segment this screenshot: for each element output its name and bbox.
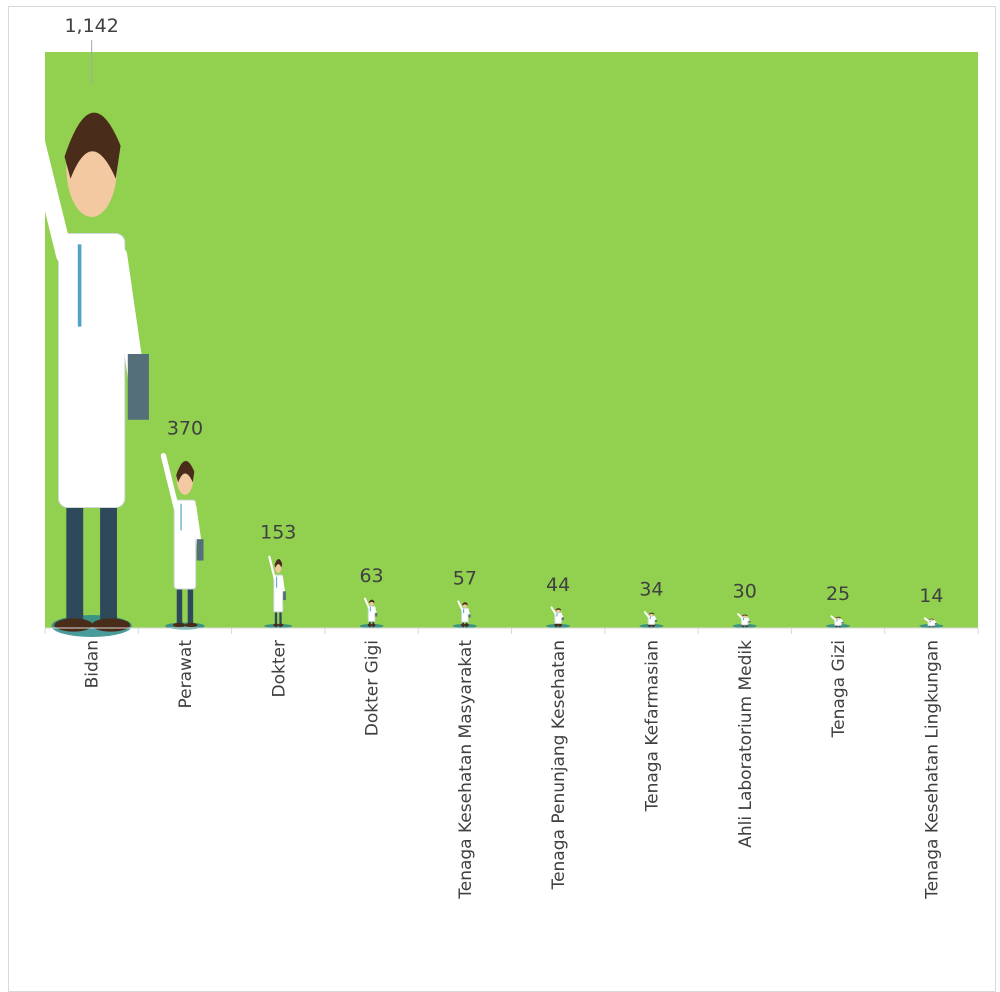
data-label: 44: [546, 574, 570, 596]
bar-mark: [264, 555, 293, 628]
bar-shadow: [359, 624, 384, 628]
data-label: 1,142: [64, 15, 118, 37]
bar-mark: [546, 606, 571, 628]
category-label: Tenaga Kesehatan Masyarakat: [456, 640, 476, 900]
data-label: 153: [260, 522, 296, 544]
category-label: Tenaga Kefarmasian: [642, 640, 662, 812]
category-label: Perawat: [176, 640, 196, 709]
category-label: Tenaga Gizi: [829, 640, 849, 738]
plot-area: [45, 52, 978, 628]
bar-mark: [732, 613, 757, 628]
category-label: Dokter Gigi: [363, 640, 383, 736]
bar-shadow: [826, 624, 851, 628]
category-label: Tenaga Penunjang Kesehatan: [549, 640, 569, 890]
bar-shadow: [452, 624, 477, 628]
bar-mark: [16, 88, 149, 637]
data-label: 30: [733, 581, 757, 603]
category-label: Bidan: [83, 640, 103, 688]
bar-mark: [639, 611, 664, 628]
bar-mark: [359, 597, 384, 628]
bar-mark: [452, 600, 477, 628]
category-label: Dokter: [269, 640, 289, 697]
category-label: Tenaga Kesehatan Lingkungan: [922, 640, 942, 900]
bar-mark: [826, 615, 851, 628]
bar-shadow: [639, 624, 664, 628]
bar-shadow: [732, 624, 757, 628]
data-label: 63: [359, 565, 383, 587]
bar-mark: [919, 617, 944, 628]
category-label: Ahli Laboratorium Medik: [736, 640, 756, 848]
bar-shadow: [546, 624, 571, 628]
data-label: 34: [639, 579, 663, 601]
data-label: 370: [167, 417, 203, 439]
data-label: 14: [919, 585, 943, 607]
data-label: 57: [453, 568, 477, 590]
data-label: 25: [826, 583, 850, 605]
bar-mark: [160, 453, 205, 630]
bar-shadow: [264, 624, 293, 628]
